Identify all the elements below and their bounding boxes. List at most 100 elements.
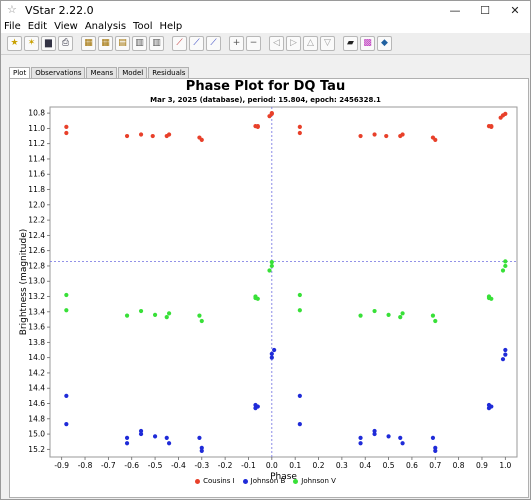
data-point-johnson-v[interactable] (486, 295, 492, 301)
maximize-icon[interactable]: ☐ (480, 3, 490, 17)
data-point-johnson-b[interactable] (358, 435, 363, 440)
data-point-johnson-v[interactable] (297, 308, 302, 313)
data-point-johnson-b[interactable] (503, 352, 508, 357)
observer-icon[interactable]: ▩ (360, 36, 375, 51)
data-point-cousins-i[interactable] (503, 111, 508, 116)
data-point-johnson-b[interactable] (433, 448, 438, 453)
menu-analysis[interactable]: Analysis (84, 20, 127, 32)
tab-residuals[interactable]: Residuals (148, 67, 190, 78)
menu-edit[interactable]: Edit (27, 20, 48, 32)
data-point-johnson-b[interactable] (124, 441, 130, 446)
data-point-johnson-b[interactable] (164, 435, 169, 440)
new-star-file-icon[interactable]: ✶ (24, 36, 39, 51)
data-point-johnson-b[interactable] (386, 434, 391, 439)
data-point-johnson-b[interactable] (297, 422, 302, 427)
data-point-johnson-b[interactable] (400, 441, 405, 446)
console-icon[interactable]: ⟋ (206, 36, 221, 51)
menu-help[interactable]: Help (159, 20, 183, 32)
data-point-johnson-v[interactable] (164, 315, 169, 320)
data-point-johnson-v[interactable] (64, 308, 69, 313)
filter-icon[interactable]: ▦ (98, 36, 113, 51)
legend-item-johnson-b[interactable]: Johnson B (242, 477, 285, 485)
data-point-johnson-b[interactable] (372, 428, 377, 434)
tab-plot[interactable]: Plot (9, 67, 31, 78)
data-point-johnson-b[interactable] (486, 405, 492, 411)
data-point-johnson-v[interactable] (152, 312, 158, 317)
pan-right-icon[interactable]: ▷ (286, 36, 301, 51)
data-point-johnson-v[interactable] (400, 311, 405, 316)
data-point-cousins-i[interactable] (255, 124, 260, 129)
data-point-cousins-i[interactable] (64, 130, 69, 136)
menu-tool[interactable]: Tool (133, 20, 153, 32)
data-point-johnson-b[interactable] (199, 448, 204, 453)
data-point-johnson-b[interactable] (297, 393, 302, 398)
data-point-johnson-b[interactable] (500, 357, 506, 362)
data-point-johnson-b[interactable] (398, 435, 403, 440)
data-point-cousins-i[interactable] (372, 132, 377, 137)
data-point-johnson-b[interactable] (152, 434, 158, 439)
data-point-johnson-b[interactable] (430, 435, 436, 440)
data-point-johnson-v[interactable] (386, 312, 391, 317)
data-point-johnson-v[interactable] (503, 263, 508, 269)
data-point-johnson-v[interactable] (433, 318, 438, 324)
data-point-cousins-i[interactable] (124, 133, 130, 139)
save-icon[interactable]: ▆ (41, 36, 56, 51)
data-point-johnson-v[interactable] (372, 308, 377, 314)
data-point-johnson-b[interactable] (358, 441, 363, 446)
menu-file[interactable]: File (4, 20, 21, 32)
model-icon[interactable]: ▥ (149, 36, 164, 51)
data-point-cousins-i[interactable] (269, 111, 274, 116)
data-point-johnson-v[interactable] (267, 268, 272, 273)
new-star-icon[interactable]: ★ (7, 36, 22, 51)
data-point-johnson-b[interactable] (197, 435, 202, 440)
data-point-johnson-v[interactable] (269, 260, 274, 265)
data-point-cousins-i[interactable] (358, 133, 363, 139)
plugin-icon[interactable]: ▰ (343, 36, 358, 51)
data-point-johnson-b[interactable] (64, 393, 69, 398)
data-point-cousins-i[interactable] (150, 133, 155, 139)
data-point-johnson-v[interactable] (138, 308, 144, 314)
data-point-cousins-i[interactable] (64, 124, 69, 129)
magnify-icon[interactable]: ▤ (115, 36, 130, 51)
print-icon[interactable]: ⎙ (58, 36, 73, 51)
data-point-johnson-v[interactable] (398, 315, 403, 320)
close-icon[interactable]: ✕ (510, 3, 520, 17)
data-point-johnson-v[interactable] (358, 313, 363, 318)
pan-up-icon[interactable]: △ (303, 36, 318, 51)
data-point-cousins-i[interactable] (400, 132, 405, 137)
data-point-johnson-v[interactable] (503, 259, 508, 264)
data-point-johnson-v[interactable] (297, 292, 302, 298)
tab-model[interactable]: Model (118, 67, 148, 78)
minimize-icon[interactable]: — (449, 3, 461, 17)
legend-item-cousins-i[interactable]: Cousins I (195, 477, 235, 485)
zoom-in-icon[interactable]: + (229, 36, 244, 51)
data-point-johnson-b[interactable] (124, 435, 130, 440)
menu-view[interactable]: View (54, 20, 78, 32)
data-point-johnson-b[interactable] (166, 441, 172, 446)
data-point-johnson-v[interactable] (124, 313, 130, 318)
data-point-johnson-b[interactable] (138, 428, 144, 434)
data-point-cousins-i[interactable] (199, 137, 204, 142)
data-point-johnson-b[interactable] (64, 422, 69, 427)
pan-left-icon[interactable]: ◁ (269, 36, 284, 51)
data-point-johnson-b[interactable] (269, 355, 274, 360)
data-point-johnson-v[interactable] (253, 295, 258, 301)
data-point-cousins-i[interactable] (297, 130, 302, 136)
info-icon[interactable]: ▦ (81, 36, 96, 51)
data-point-johnson-b[interactable] (253, 405, 258, 411)
phase-plot-icon[interactable]: ⟋ (189, 36, 204, 51)
data-point-johnson-b[interactable] (199, 445, 204, 450)
data-point-johnson-v[interactable] (199, 318, 204, 324)
polynomial-icon[interactable]: ⟋ (172, 36, 187, 51)
data-point-cousins-i[interactable] (489, 124, 494, 129)
tab-observations[interactable]: Observations (31, 67, 86, 78)
data-point-johnson-v[interactable] (500, 268, 506, 273)
data-point-johnson-b[interactable] (503, 347, 508, 353)
data-point-johnson-b[interactable] (269, 351, 274, 356)
data-point-johnson-b[interactable] (433, 445, 438, 450)
zoom-out-icon[interactable]: − (246, 36, 261, 51)
data-point-johnson-b[interactable] (138, 431, 144, 437)
tab-means[interactable]: Means (86, 67, 118, 78)
pan-down-icon[interactable]: ▽ (320, 36, 335, 51)
